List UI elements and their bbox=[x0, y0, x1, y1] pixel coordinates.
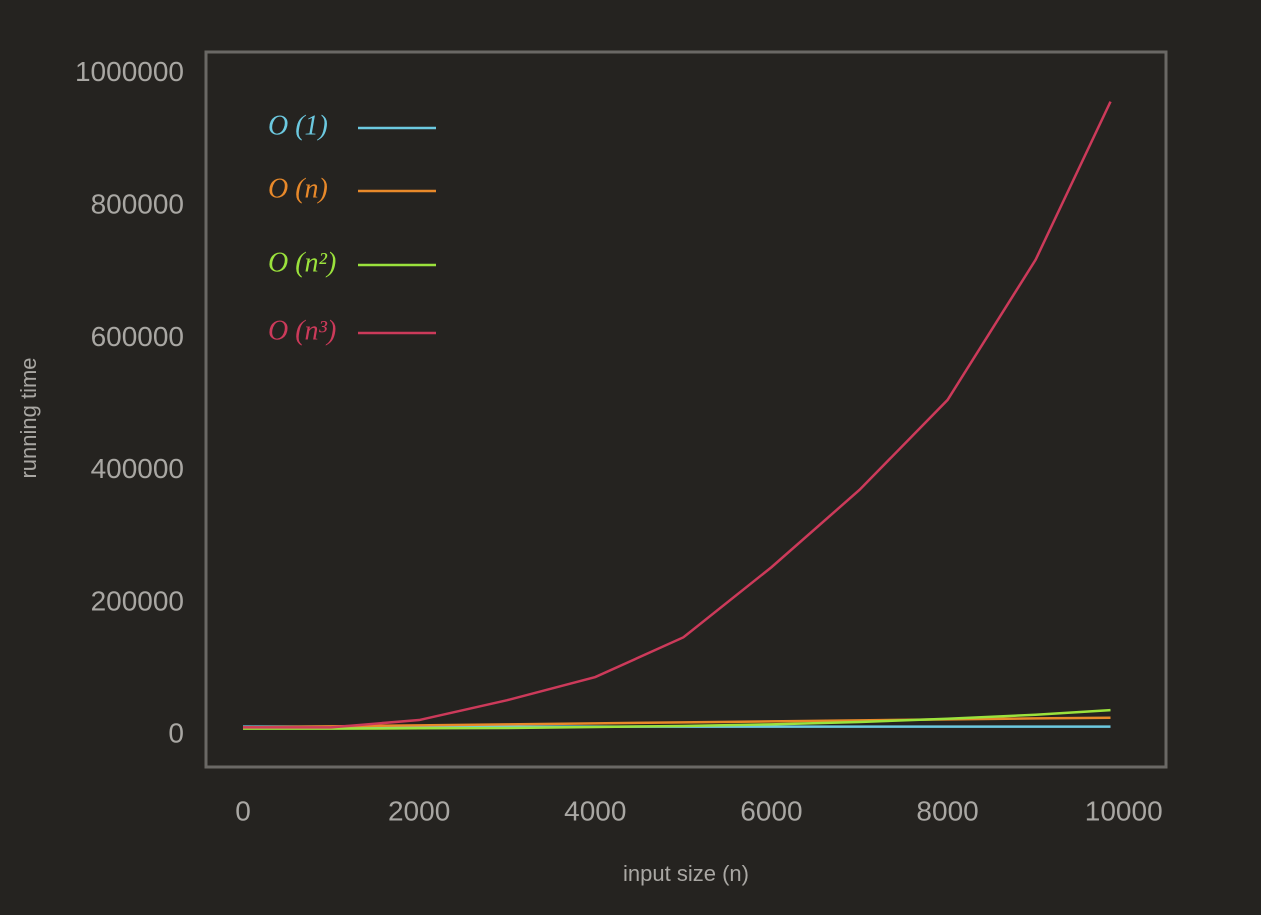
y-tick-label: 400000 bbox=[91, 453, 184, 484]
x-tick-label: 2000 bbox=[388, 795, 450, 826]
y-tick-label: 1000000 bbox=[75, 56, 184, 87]
y-tick-label: 600000 bbox=[91, 321, 184, 352]
x-tick-label: 6000 bbox=[740, 795, 802, 826]
legend-label: O (1) bbox=[268, 110, 328, 141]
legend-label: O (n²) bbox=[268, 247, 336, 278]
series-line bbox=[242, 716, 1111, 729]
x-tick-label: 4000 bbox=[564, 795, 626, 826]
legend-label: O (n) bbox=[268, 173, 328, 204]
x-axis-label: input size (n) bbox=[623, 861, 749, 886]
plot-frame bbox=[204, 50, 1168, 769]
y-tick-label: 0 bbox=[168, 718, 184, 749]
series-line bbox=[242, 708, 1111, 730]
legend-label: O (n³) bbox=[268, 315, 336, 346]
y-tick-label: 800000 bbox=[91, 189, 184, 220]
x-tick-label: 8000 bbox=[916, 795, 978, 826]
x-tick-label: 10000 bbox=[1085, 795, 1163, 826]
series-line bbox=[242, 101, 1112, 729]
y-axis-label: running time bbox=[16, 357, 41, 478]
y-tick-label: 200000 bbox=[91, 585, 184, 616]
x-tick-label: 0 bbox=[235, 795, 251, 826]
